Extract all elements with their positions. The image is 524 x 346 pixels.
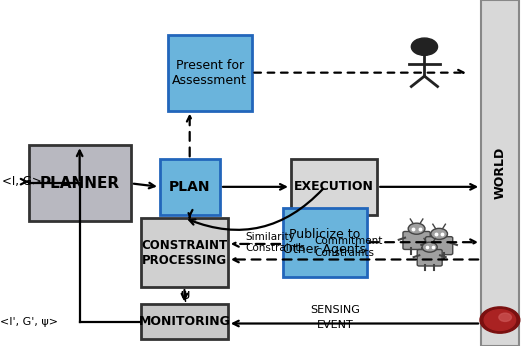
Circle shape <box>422 242 437 252</box>
FancyBboxPatch shape <box>141 218 228 287</box>
Text: MONITORING: MONITORING <box>139 315 231 328</box>
FancyBboxPatch shape <box>160 159 220 215</box>
FancyBboxPatch shape <box>481 0 519 346</box>
Text: Publicize to
Other Agents: Publicize to Other Agents <box>283 228 366 256</box>
Text: <I', G', ψ>: <I', G', ψ> <box>0 317 58 327</box>
Circle shape <box>484 310 516 330</box>
Text: <I, G>: <I, G> <box>2 175 41 188</box>
Circle shape <box>431 228 447 239</box>
FancyBboxPatch shape <box>403 231 430 249</box>
Text: PLANNER: PLANNER <box>40 176 120 191</box>
Text: WORLD: WORLD <box>494 147 506 199</box>
FancyBboxPatch shape <box>168 35 252 111</box>
FancyBboxPatch shape <box>141 304 228 339</box>
Text: Present for
Assessment: Present for Assessment <box>172 59 247 86</box>
Text: SENSING: SENSING <box>310 305 361 315</box>
Text: Similarity
Constraints: Similarity Constraints <box>245 232 305 253</box>
Circle shape <box>480 307 520 333</box>
Text: CONSTRAINT
PROCESSING: CONSTRAINT PROCESSING <box>141 239 228 266</box>
FancyBboxPatch shape <box>283 208 367 277</box>
FancyBboxPatch shape <box>29 145 131 221</box>
Text: EXECUTION: EXECUTION <box>294 180 374 193</box>
FancyBboxPatch shape <box>417 249 442 266</box>
Text: EVENT: EVENT <box>317 320 354 330</box>
Circle shape <box>499 313 511 321</box>
FancyBboxPatch shape <box>291 159 377 215</box>
Text: Commitment
Constraints: Commitment Constraints <box>314 236 383 258</box>
Circle shape <box>411 38 438 55</box>
Circle shape <box>408 223 425 234</box>
Text: PLAN: PLAN <box>169 180 211 194</box>
FancyBboxPatch shape <box>425 237 453 255</box>
Text: ψ: ψ <box>180 288 189 302</box>
